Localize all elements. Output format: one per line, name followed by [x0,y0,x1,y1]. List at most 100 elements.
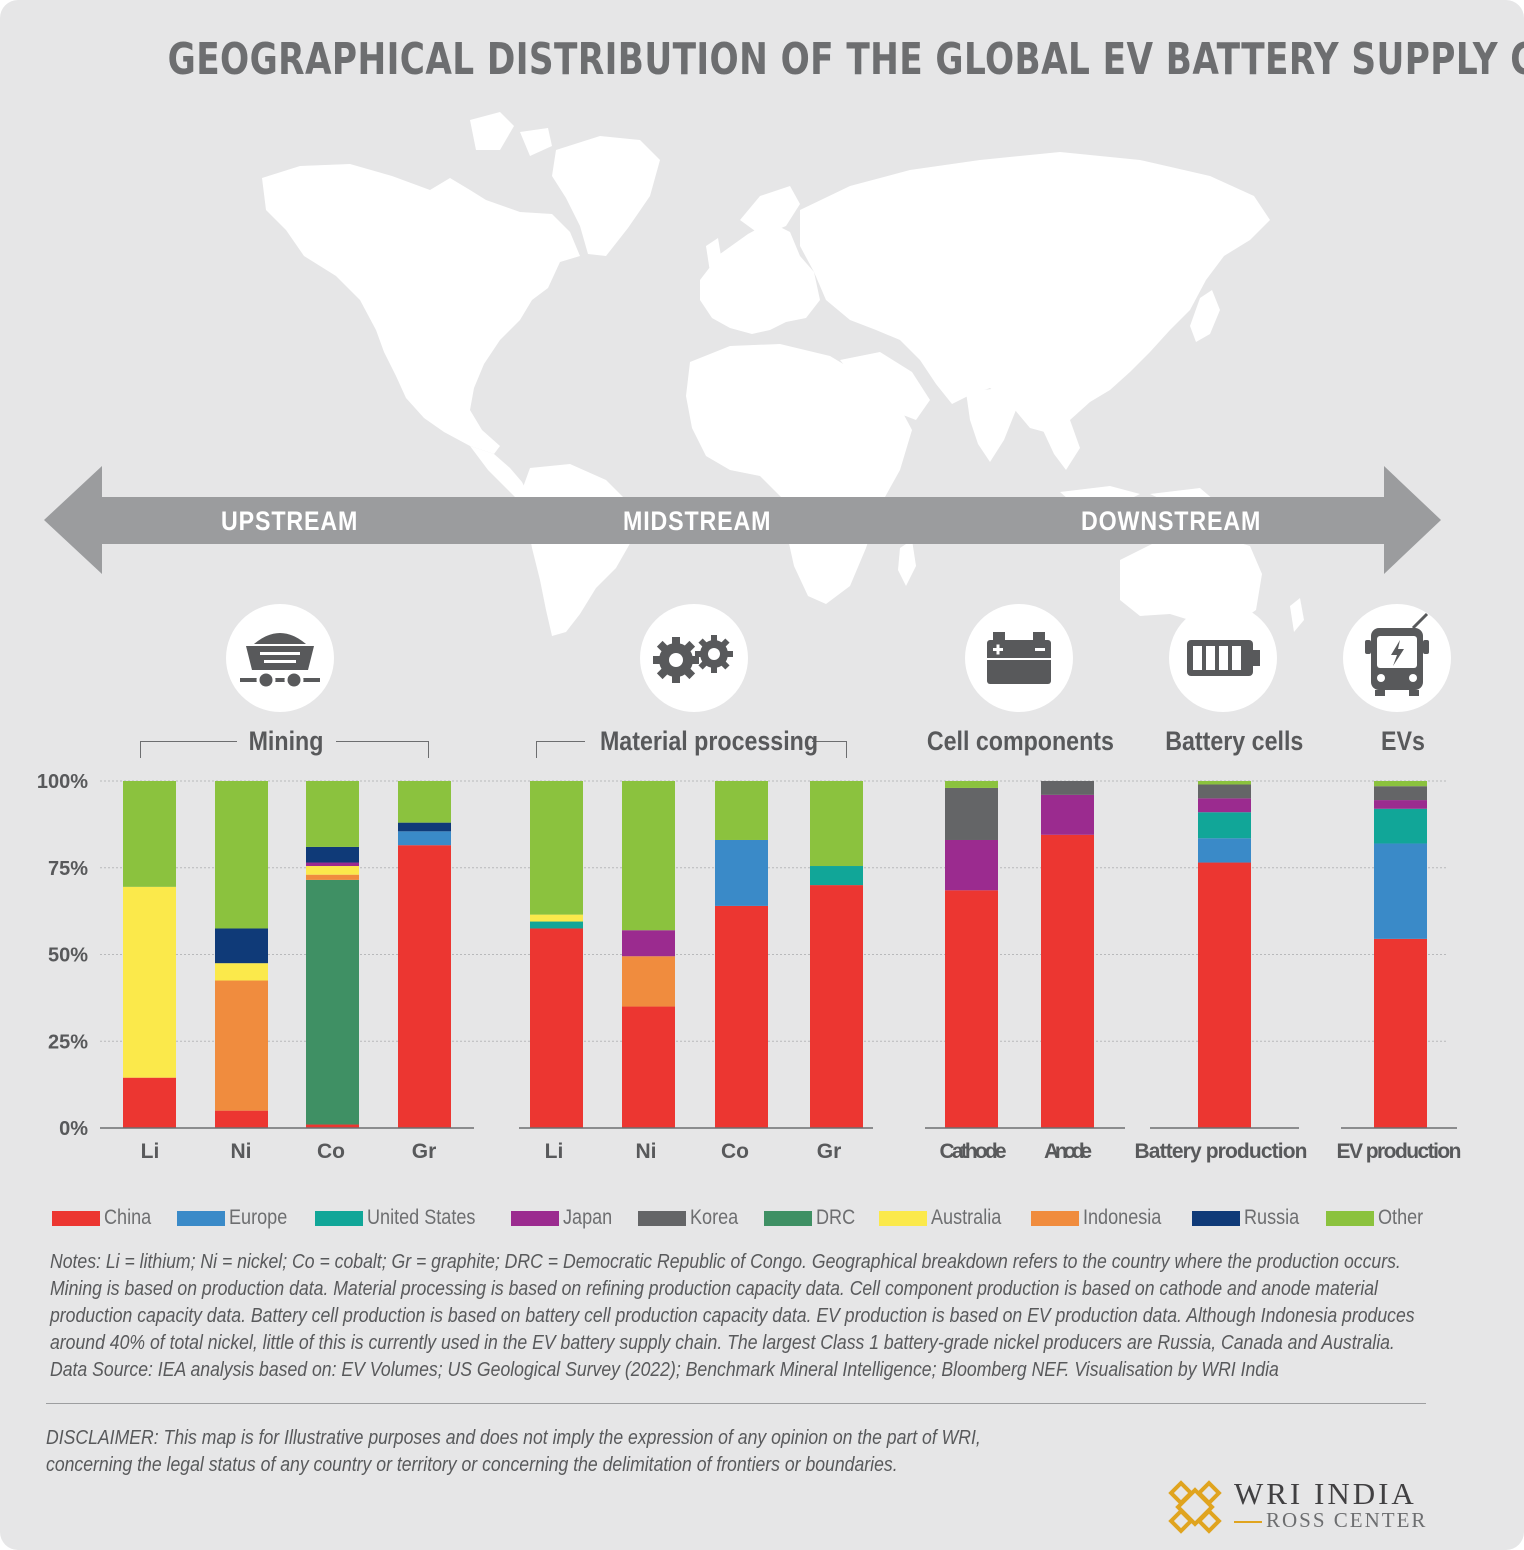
bar-segment-indonesia [306,874,359,880]
x-tick-label: Li [545,1140,564,1163]
bar-segment-russia [398,822,451,832]
mining-bracket-right [336,741,429,758]
processing-bracket-right [812,741,847,758]
group-label-material-processing: Material processing [599,726,819,756]
bar-segment-drc [306,879,359,1125]
y-tick-label: 0% [59,1118,88,1140]
legend-label: Korea [689,1206,739,1229]
bar-segment-china [1041,834,1094,1128]
bar-segment-other [123,781,176,887]
notes-block: Notes: Li = lithium; Ni = nickel; Co = c… [50,1248,1415,1383]
y-tick-label: 25% [48,1031,88,1053]
midstream-label: MIDSTREAM [623,506,772,536]
bar-segment-china [398,845,451,1128]
bar-segment-europe [398,831,451,846]
mine-cart-icon [226,604,334,712]
bar-segment-japan [622,930,675,957]
upstream-label: UPSTREAM [221,506,359,536]
bar-cell-components-cathode [945,781,998,1128]
stacked-bar-chart: 0% 25% 50% 75% 100% Li Ni Co Gr Li Ni Co Gr Cathode A… [37,771,1462,1163]
bar-segment-other [715,781,768,840]
chart-legend: China Europe United States Japan Korea DRC Aus… [52,1204,1449,1232]
supply-chain-arrow [44,466,1441,574]
legend-label: Indonesia [1083,1206,1162,1229]
x-tick-label: Battery production [1135,1140,1308,1163]
bar-segment-united-states [1374,808,1427,844]
bar-segment-united-states [1198,812,1251,839]
bar-segment-europe [1374,843,1427,939]
legend-item-korea: Korea [637,1206,746,1230]
legend-item-united-states: United States [314,1206,493,1230]
legend-swatch [1192,1210,1241,1226]
group-label-evs: EVs [1381,726,1425,756]
legend-label: DRC [815,1206,856,1229]
bar-segment-china [306,1124,359,1128]
bar-mining-co [306,781,359,1128]
divider [46,1403,1426,1404]
downstream-label: DOWNSTREAM [1081,506,1262,536]
bar-segment-china [530,928,583,1128]
x-tick-label: Cathode [940,1140,1007,1163]
electric-bus-icon [1343,604,1451,712]
y-tick-label: 75% [48,858,88,880]
bar-segment-other [306,781,359,847]
bar-segment-japan [306,862,359,867]
legend-item-other: Other [1326,1206,1431,1230]
notes-line: around 40% of total nickel, little of th… [50,1331,1395,1354]
legend-label: China [104,1206,152,1229]
bar-material-processing-co [715,781,768,1128]
notes-line: Data Source: IEA analysis based on: EV V… [50,1358,1279,1381]
brand-rule [1234,1521,1262,1523]
bar-segment-united-states [810,866,863,886]
bar-segment-other [945,781,998,788]
x-tick-label: Anode [1044,1140,1092,1163]
bar-segment-korea [945,787,998,840]
bar-segment-other [622,781,675,931]
bar-segment-japan [1198,798,1251,813]
bar-segment-other [215,781,268,929]
x-tick-label: EV production [1337,1140,1462,1163]
page-title: GEOGRAPHICAL DISTRIBUTION OF THE GLOBAL … [167,34,1524,85]
bar-segment-other [1198,781,1251,785]
legend-item-australia: Australia [879,1206,1013,1230]
legend-swatch [314,1210,363,1226]
group-label-mining: Mining [248,726,324,756]
group-label-cell-components: Cell components [926,726,1114,756]
bar-segment-china [1198,862,1251,1128]
y-tick-label: 100% [37,771,88,793]
bar-mining-li [123,781,176,1128]
bar-evs-ev-production [1374,781,1427,1128]
bar-segment-china [715,905,768,1128]
wri-knot-logo-icon [1168,1480,1222,1534]
bar-cell-components-anode [1041,781,1094,1128]
bar-mining-ni [215,781,268,1128]
bar-segment-europe [1198,838,1251,863]
bar-segment-indonesia [622,956,675,1007]
disclaimer-block: DISCLAIMER: This map is for Illustrative… [46,1424,1164,1478]
x-tick-label: Gr [817,1140,842,1163]
legend-label: Other [1378,1206,1424,1229]
bar-segment-korea [1041,781,1094,795]
bar-segment-europe [715,839,768,906]
bar-mining-gr [398,781,451,1128]
legend-item-europe: Europe [176,1206,297,1230]
bar-segment-russia [306,846,359,863]
bar-segment-russia [215,928,268,964]
legend-swatch [1326,1210,1375,1226]
bar-segment-japan [1374,800,1427,809]
legend-label: Australia [931,1206,1002,1229]
brand-name: WRI INDIA [1234,1476,1417,1511]
legend-item-japan: Japan [510,1206,620,1230]
x-tick-label: Gr [412,1140,437,1163]
bar-segment-other [810,781,863,867]
x-tick-label: Co [317,1140,345,1163]
bar-segment-japan [1041,794,1094,835]
x-tick-label: Li [141,1140,160,1163]
legend-swatch [52,1210,100,1226]
processing-bracket-left [536,741,585,758]
legend-label: United States [366,1206,476,1229]
y-tick-label: 50% [48,945,88,967]
legend-swatch [510,1210,559,1226]
bar-battery-cells-battery-production [1198,781,1251,1128]
